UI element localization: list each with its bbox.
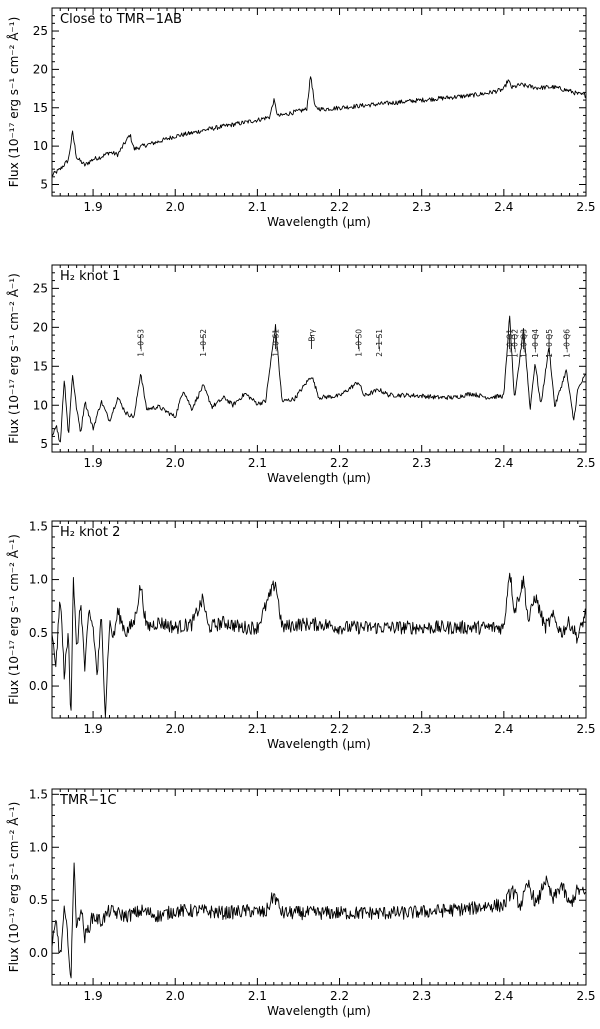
y-tick-label: 1.5 xyxy=(29,519,48,533)
panel-title: Close to TMR−1AB xyxy=(60,12,182,27)
y-tick-label: 15 xyxy=(33,359,48,373)
x-tick-label: 2.3 xyxy=(412,456,431,470)
x-tick-label: 2.2 xyxy=(330,456,349,470)
x-tick-label: 1.9 xyxy=(84,200,103,214)
y-axis-title: Flux (10⁻¹⁷ erg s⁻¹ cm⁻² Å⁻¹) xyxy=(6,17,21,188)
y-tick-label: 10 xyxy=(33,398,48,412)
panel-title: TMR−1C xyxy=(59,793,116,808)
x-axis-title: Wavelength (μm) xyxy=(267,215,371,229)
x-tick-label: 1.9 xyxy=(84,989,103,1003)
x-tick-label: 2.4 xyxy=(494,456,513,470)
x-tick-label: 2.3 xyxy=(412,989,431,1003)
line-id-label: 1−0 S0 xyxy=(354,329,363,357)
x-tick-label: 2.5 xyxy=(576,200,595,214)
x-tick-label: 2.1 xyxy=(248,456,267,470)
plot-frame xyxy=(51,7,587,197)
line-id-label: 1−0 Q1 xyxy=(506,329,515,358)
x-tick-label: 2.3 xyxy=(412,200,431,214)
y-tick-label: 25 xyxy=(33,281,48,295)
x-tick-label: 2.0 xyxy=(166,200,185,214)
y-axis-title: Flux (10⁻¹⁷ erg s⁻¹ cm⁻² Å⁻¹) xyxy=(6,802,21,973)
y-tick-label: 25 xyxy=(33,24,48,38)
y-tick-label: 1.5 xyxy=(29,787,48,801)
x-tick-label: 2.3 xyxy=(412,722,431,736)
line-id-label: 2−1 S1 xyxy=(375,329,384,357)
x-tick-label: 2.2 xyxy=(330,200,349,214)
plot-frame xyxy=(51,788,587,986)
y-tick-label: 20 xyxy=(33,320,48,334)
x-tick-label: 2.4 xyxy=(494,989,513,1003)
y-tick-label: 1.0 xyxy=(29,573,48,587)
line-id-label: Brγ xyxy=(308,328,317,341)
panel-3: 1.9 2.0 2.1 2.2 2.3 2.4 2.5 0.0 0.5 1.0 1.5 Wavelen… xyxy=(6,519,596,751)
spectrum-line xyxy=(52,862,586,979)
y-tick-label: 0.0 xyxy=(29,679,48,693)
y-tick-label: 10 xyxy=(33,139,48,153)
x-tick-label: 2.0 xyxy=(166,456,185,470)
x-tick-label: 2.4 xyxy=(494,200,513,214)
x-axis-title: Wavelength (μm) xyxy=(267,737,371,751)
x-tick-label: 2.1 xyxy=(248,722,267,736)
x-tick-label: 2.1 xyxy=(248,989,267,1003)
x-tick-label: 2.5 xyxy=(576,456,595,470)
y-axis-title: Flux (10⁻¹⁷ erg s⁻¹ cm⁻² Å⁻¹) xyxy=(6,534,21,705)
y-tick-label: 5 xyxy=(40,177,48,191)
line-id-label: 1−0 Q5 xyxy=(545,329,554,358)
line-id-label: 1−0 Q3 xyxy=(520,329,529,358)
line-id-label: 1−0 Q2 xyxy=(511,329,520,358)
y-tick-label: 0.5 xyxy=(29,893,48,907)
x-tick-label: 2.5 xyxy=(576,989,595,1003)
spectrum-line xyxy=(52,572,586,718)
x-tick-label: 2.2 xyxy=(330,722,349,736)
panel-title: H₂ knot 1 xyxy=(60,269,120,284)
panel-4: 1.9 2.0 2.1 2.2 2.3 2.4 2.5 0.0 0.5 1.0 1.5 Wavelen… xyxy=(6,787,596,1018)
x-tick-label: 2.2 xyxy=(330,989,349,1003)
y-tick-label: 0.0 xyxy=(29,946,48,960)
x-tick-label: 1.9 xyxy=(84,456,103,470)
plot-frame xyxy=(51,520,587,719)
y-tick-label: 5 xyxy=(40,437,48,451)
spectrum-line xyxy=(52,315,586,443)
spectrum-line xyxy=(52,76,586,177)
y-tick-label: 1.0 xyxy=(29,840,48,854)
line-id-label: 1−0 S1 xyxy=(271,329,280,357)
panel-title: H₂ knot 2 xyxy=(60,525,120,540)
panel-2: 1.9 2.0 2.1 2.2 2.3 2.4 2.5 5 10 15 20 25 Wavelength… xyxy=(6,264,596,485)
y-tick-label: 15 xyxy=(33,101,48,115)
x-tick-label: 2.5 xyxy=(576,722,595,736)
y-tick-label: 0.5 xyxy=(29,626,48,640)
line-id-label: 1−0 S2 xyxy=(199,329,208,357)
x-axis-title: Wavelength (μm) xyxy=(267,1004,371,1018)
line-id-label: 1−0 S3 xyxy=(137,329,146,357)
y-tick-label: 20 xyxy=(33,62,48,76)
x-tick-label: 2.0 xyxy=(166,989,185,1003)
line-id-label: 1−0 Q4 xyxy=(531,329,540,358)
x-axis-title: Wavelength (μm) xyxy=(267,471,371,485)
x-tick-label: 2.0 xyxy=(166,722,185,736)
x-tick-label: 1.9 xyxy=(84,722,103,736)
panel-1: 1.9 2.0 2.1 2.2 2.3 2.4 2.5 5 10 15 20 25 Wavelength… xyxy=(6,7,596,229)
x-tick-label: 2.4 xyxy=(494,722,513,736)
line-id-label: 1−0 Q6 xyxy=(562,329,571,358)
x-tick-label: 2.1 xyxy=(248,200,267,214)
y-axis-title: Flux (10⁻¹⁷ erg s⁻¹ cm⁻² Å⁻¹) xyxy=(6,273,21,444)
